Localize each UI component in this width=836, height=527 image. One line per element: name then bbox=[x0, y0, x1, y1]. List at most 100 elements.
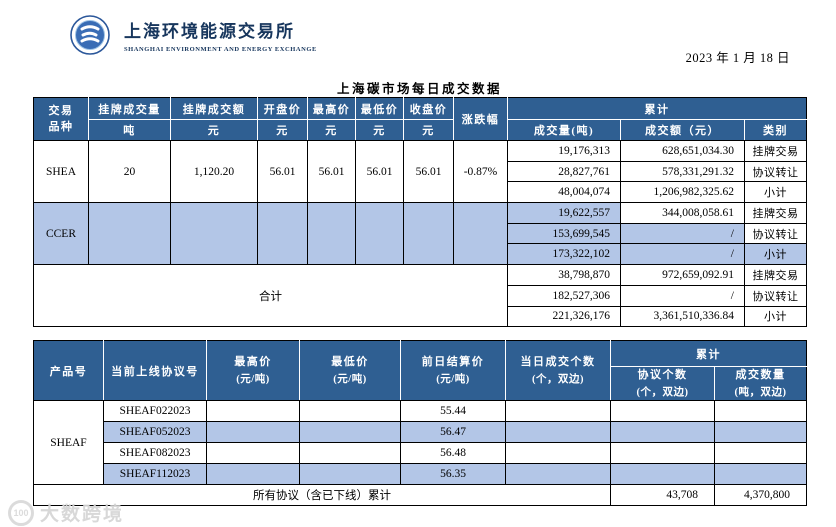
cell-product-shea: SHEA bbox=[33, 139, 89, 204]
cell-cum-amount: 1,206,982,325.62 bbox=[620, 181, 745, 204]
col-day-count: 当日成交个数 (个，双边) bbox=[505, 340, 611, 401]
table-row: 182,527,306 / 协议转让 bbox=[34, 284, 808, 307]
cell-cum-quantity-empty bbox=[714, 421, 807, 443]
unit-open: 元 bbox=[257, 119, 308, 141]
cell-shea-listed-volume: 20 bbox=[88, 139, 171, 204]
watermark-logo-icon: 100 bbox=[8, 499, 34, 526]
cell-category: 小计 bbox=[743, 181, 808, 204]
watermark: 100 大数跨境 bbox=[8, 499, 124, 526]
table-row: 28,827,761 578,331,291.32 协议转让 bbox=[34, 160, 808, 183]
unit-low: 元 bbox=[355, 119, 404, 141]
cell-cum-count-empty bbox=[610, 442, 715, 464]
forward-products-table: 产品号 当前上线协议号 最高价 (元/吨) 最低价 (元/吨) 前日结算价 (元… bbox=[33, 340, 807, 506]
table-row: SHEAF052023 56.47 bbox=[34, 421, 807, 443]
cell-high-empty bbox=[206, 463, 300, 485]
cell-cum-volume: 173,322,102 bbox=[507, 243, 621, 266]
cell-category: 小计 bbox=[743, 305, 808, 328]
col-product-no: 产品号 bbox=[33, 340, 104, 401]
cell-cum-quantity-empty bbox=[714, 400, 807, 422]
cell-prev-settle: 55.44 bbox=[400, 400, 506, 422]
brand-name-cn: 上海环境能源交易所 bbox=[124, 22, 295, 41]
col-change: 涨跌幅 bbox=[453, 97, 508, 141]
cell-cum-amount: 3,361,510,336.84 bbox=[620, 305, 745, 328]
cell-ccer-open-empty bbox=[257, 202, 308, 266]
cell-ccer-listed-amount-empty bbox=[170, 202, 258, 266]
col-cum-count: 协议个数 (个，双边) bbox=[610, 366, 715, 401]
table-row: 所有协议（含已下线）累计 43,708 4,370,800 bbox=[33, 484, 807, 506]
cell-day-count-empty bbox=[505, 463, 611, 485]
cell-cum-volume: 48,004,074 bbox=[507, 181, 621, 204]
table-row: CCER 19,622,557 344,008,058.61 挂牌交易 bbox=[33, 202, 808, 266]
col-listed-volume: 挂牌成交量 bbox=[88, 97, 171, 120]
table-row: 153,699,545 / 协议转让 bbox=[34, 222, 808, 245]
col-cumulative: 累计 bbox=[506, 97, 808, 120]
cell-cum-amount: 628,651,034.30 bbox=[620, 140, 745, 162]
col-cumulative2: 累计 bbox=[610, 340, 807, 367]
cell-cum-amount: 578,331,291.32 bbox=[620, 160, 745, 183]
cell-prev-settle: 56.48 bbox=[400, 442, 506, 464]
cell-ccer-low-empty bbox=[355, 202, 404, 266]
watermark-text: 大数跨境 bbox=[40, 504, 125, 525]
cell-cum-volume: 28,827,761 bbox=[507, 160, 621, 183]
unit-listed-volume: 吨 bbox=[88, 119, 171, 141]
cell-category: 挂牌交易 bbox=[743, 140, 808, 162]
col-listed-amount: 挂牌成交额 bbox=[170, 97, 258, 120]
cell-low-empty bbox=[299, 463, 401, 485]
cell-day-count-empty bbox=[505, 421, 611, 443]
cell-cum-volume: 182,527,306 bbox=[507, 284, 621, 307]
table-row: SHEA 20 1,120.20 56.01 56.01 56.01 56.01… bbox=[33, 139, 808, 204]
cell-summary-label: 所有协议（含已下线）累计 bbox=[33, 484, 611, 506]
col-low: 最低价 bbox=[355, 97, 404, 120]
col-cum-volume: 成交量(吨) bbox=[507, 119, 621, 141]
table-row: SHEAF082023 56.48 bbox=[34, 442, 807, 464]
brand-name-en: SHANGHAI ENVIRONMENT AND ENERGY EXCHANGE bbox=[124, 46, 317, 53]
table-row: SHEAF112023 56.35 bbox=[34, 463, 807, 485]
cell-total-label: 合计 bbox=[33, 264, 508, 328]
cell-cum-amount: / bbox=[620, 284, 745, 307]
daily-market-table: 交易品种 挂牌成交量 挂牌成交额 开盘价 最高价 最低价 收盘价 涨跌幅 累计 … bbox=[33, 97, 808, 328]
cell-ccer-high-empty bbox=[307, 202, 356, 266]
cell-cum-amount: 972,659,092.91 bbox=[620, 264, 745, 286]
cell-cum-volume: 19,176,313 bbox=[507, 140, 621, 162]
cell-category: 挂牌交易 bbox=[743, 202, 808, 224]
cell-protocol: SHEAF112023 bbox=[103, 463, 207, 485]
cell-cum-count-empty bbox=[610, 421, 715, 443]
table-row: 48,004,074 1,206,982,325.62 小计 bbox=[34, 181, 808, 204]
exchange-emblem-icon bbox=[70, 15, 110, 55]
cell-product-ccer: CCER bbox=[33, 202, 89, 266]
unit-close: 元 bbox=[403, 119, 454, 141]
table-row: 173,322,102 / 小计 bbox=[34, 243, 808, 266]
cell-ccer-close-empty bbox=[403, 202, 454, 266]
cell-day-count-empty bbox=[505, 442, 611, 464]
col-cum-quantity: 成交数量 (吨，双边) bbox=[714, 366, 807, 401]
report-date: 2023 年 1 月 18 日 bbox=[685, 51, 790, 65]
cell-shea-high: 56.01 bbox=[307, 139, 356, 204]
cell-summary-cum-quantity: 4,370,800 bbox=[714, 484, 807, 506]
cell-day-count-empty bbox=[505, 400, 611, 422]
cell-cum-count-empty bbox=[610, 463, 715, 485]
cell-cum-volume: 221,326,176 bbox=[507, 305, 621, 328]
cell-high-empty bbox=[206, 421, 300, 443]
cell-prev-settle: 56.35 bbox=[400, 463, 506, 485]
cell-shea-open: 56.01 bbox=[257, 139, 308, 204]
cell-shea-change: -0.87% bbox=[453, 139, 508, 204]
col-close: 收盘价 bbox=[403, 97, 454, 120]
cell-category: 小计 bbox=[743, 243, 808, 266]
cell-category: 挂牌交易 bbox=[743, 264, 808, 286]
cell-protocol: SHEAF052023 bbox=[103, 421, 207, 443]
cell-cum-volume: 38,798,870 bbox=[507, 264, 621, 286]
cell-cum-amount: / bbox=[620, 243, 745, 266]
unit-high: 元 bbox=[307, 119, 356, 141]
cell-protocol: SHEAF082023 bbox=[103, 442, 207, 464]
cell-summary-cum-count: 43,708 bbox=[610, 484, 715, 506]
col-low-price: 最低价 (元/吨) bbox=[299, 340, 401, 401]
cell-low-empty bbox=[299, 421, 401, 443]
col-current-protocol: 当前上线协议号 bbox=[103, 340, 207, 401]
cell-shea-listed-amount: 1,120.20 bbox=[170, 139, 258, 204]
table-row: SHEAF SHEAF022023 55.44 bbox=[33, 400, 807, 485]
cell-category: 协议转让 bbox=[743, 160, 808, 183]
col-product: 交易品种 bbox=[33, 97, 89, 141]
cell-category: 协议转让 bbox=[743, 284, 808, 307]
cell-shea-low: 56.01 bbox=[355, 139, 404, 204]
